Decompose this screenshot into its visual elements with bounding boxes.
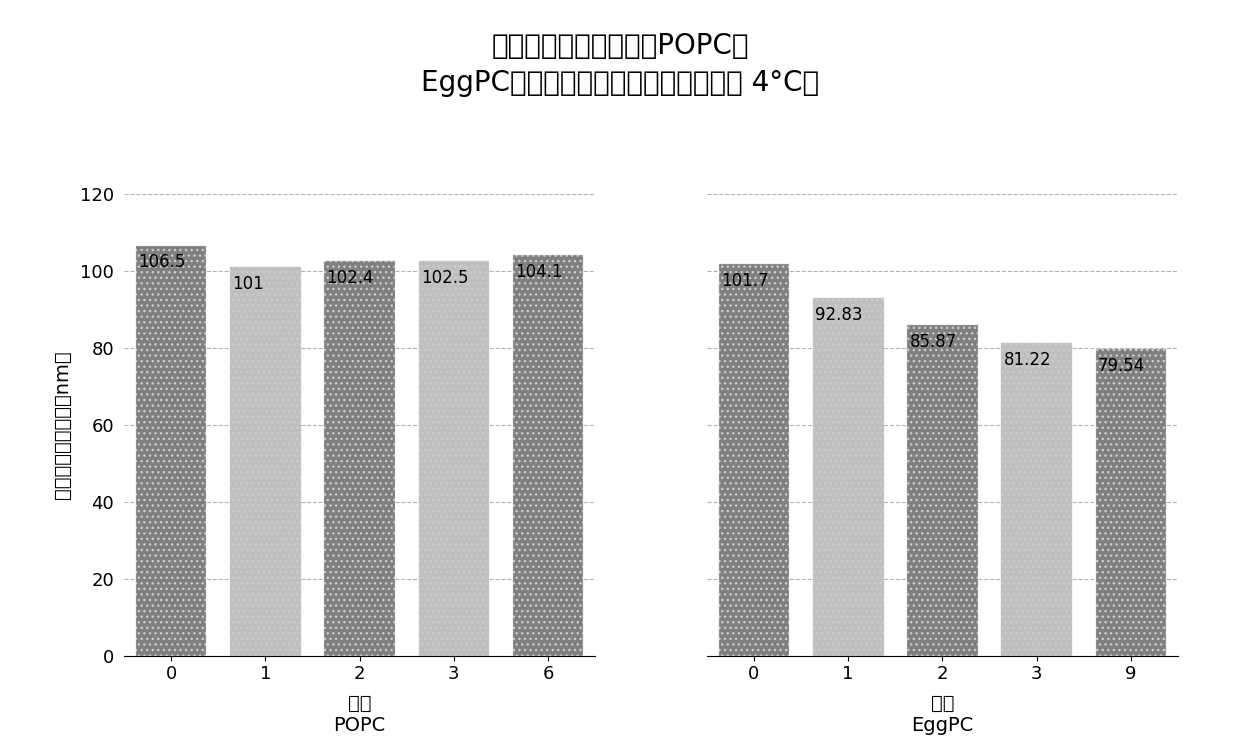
Bar: [813, 298, 883, 656]
Text: 79.54: 79.54: [1097, 357, 1146, 375]
Text: 85.87: 85.87: [909, 333, 957, 351]
Text: 106.5: 106.5: [138, 253, 186, 271]
Bar: [1096, 349, 1166, 656]
Bar: [1002, 343, 1071, 656]
X-axis label: 月数
POPC: 月数 POPC: [334, 694, 386, 735]
Bar: [906, 325, 977, 656]
Text: 101.7: 101.7: [720, 272, 769, 290]
Text: 102.5: 102.5: [420, 269, 469, 287]
Text: 102.4: 102.4: [326, 269, 374, 287]
Text: EggPC脂质体的平均大小变化（储存在 4°C）: EggPC脂质体的平均大小变化（储存在 4°C）: [420, 69, 820, 97]
Bar: [231, 267, 300, 656]
X-axis label: 月数
EggPC: 月数 EggPC: [911, 694, 973, 735]
Text: 装载有拉坦前列腺素的POPC与: 装载有拉坦前列腺素的POPC与: [491, 31, 749, 60]
Bar: [136, 246, 206, 656]
Y-axis label: 脂质体的平均大小（nm）: 脂质体的平均大小（nm）: [53, 350, 72, 499]
Text: 92.83: 92.83: [815, 306, 863, 324]
Bar: [718, 264, 789, 656]
Text: 81.22: 81.22: [1003, 351, 1052, 369]
Bar: [419, 261, 489, 656]
Bar: [513, 255, 583, 656]
Text: 104.1: 104.1: [515, 262, 563, 281]
Bar: [325, 261, 394, 656]
Text: 101: 101: [232, 275, 264, 293]
